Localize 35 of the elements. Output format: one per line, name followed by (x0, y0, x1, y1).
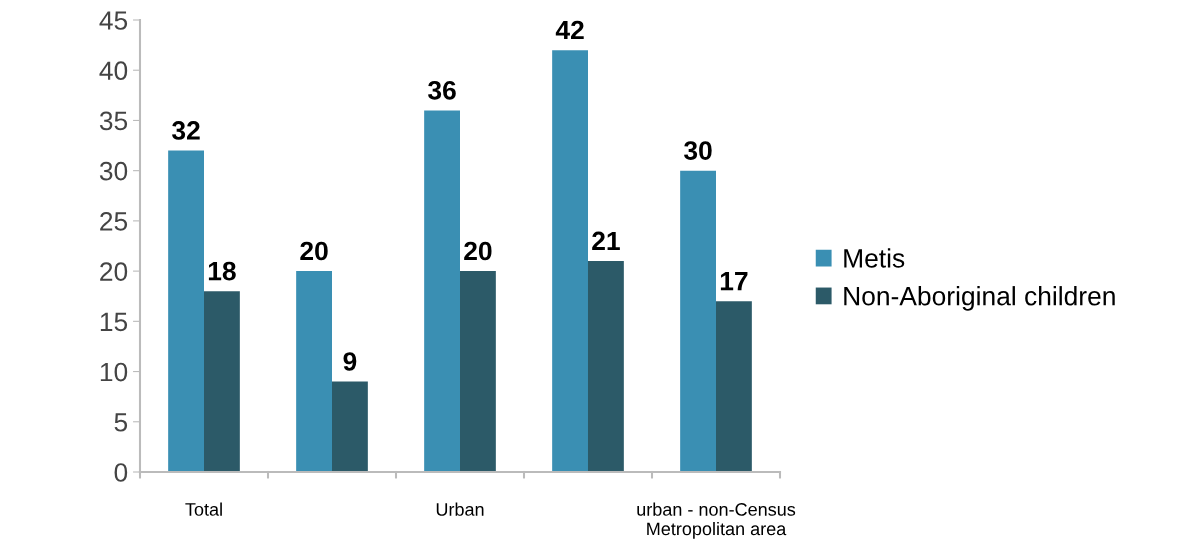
data-label: 32 (172, 121, 200, 140)
legend-label: Non-Aboriginal children (844, 286, 1115, 311)
data-label: 9 (343, 352, 357, 371)
y-tick-label: 15 (100, 312, 128, 332)
y-tick-label: 30 (99, 161, 128, 181)
y-tick-label: 20 (100, 262, 128, 281)
y-tick-label: 25 (100, 212, 128, 231)
x-tick-label: Total (185, 502, 222, 516)
bar (716, 301, 752, 472)
bar (552, 50, 588, 472)
data-label: 18 (208, 261, 236, 281)
y-tick-label: 10 (100, 362, 128, 382)
data-label: 20 (464, 241, 492, 261)
data-label: 20 (300, 241, 328, 261)
bar (168, 150, 204, 472)
data-label: 42 (555, 20, 584, 40)
data-label: 30 (684, 141, 712, 160)
y-tick-label: 0 (114, 463, 128, 482)
y-tick-label: 5 (114, 413, 128, 432)
y-tick-label: 35 (99, 111, 128, 131)
y-tick-label: 45 (99, 11, 128, 30)
bar (588, 261, 624, 472)
legend-label: Metis (844, 248, 905, 268)
data-label: 21 (592, 231, 620, 251)
data-label: 36 (428, 80, 456, 100)
y-tick-label: 40 (99, 61, 128, 81)
bar (424, 110, 460, 472)
x-tick-label: urban - non-Census Metropolitan area (637, 502, 796, 539)
x-tick-label: Urban (436, 502, 484, 516)
bar (680, 170, 716, 472)
bar (332, 381, 368, 472)
bar (296, 271, 332, 472)
data-label: 17 (720, 272, 748, 291)
bar (460, 271, 496, 472)
bar (204, 291, 240, 472)
